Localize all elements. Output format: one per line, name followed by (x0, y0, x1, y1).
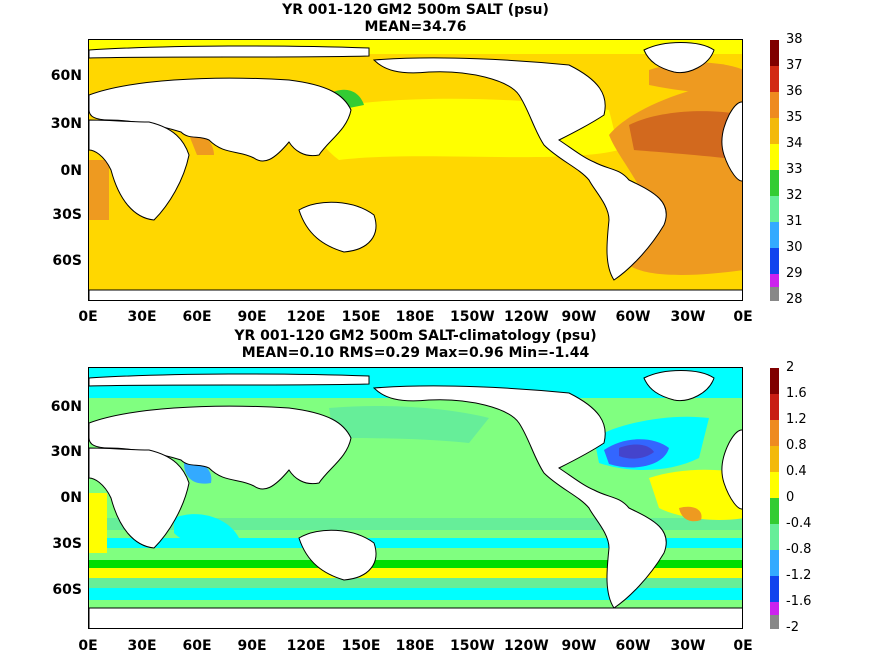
panel1-xtick: 120W (504, 309, 549, 325)
panel1-colorbar-swatch (770, 274, 779, 287)
panel2-colorbar-swatch (770, 368, 779, 394)
panel2-colorbar-label: -0.8 (786, 542, 812, 557)
panel2-colorbar-swatch (770, 576, 779, 602)
panel1-colorbar-swatch (770, 66, 779, 92)
panel2-xtick: 90E (237, 638, 267, 654)
panel2-map (88, 367, 743, 629)
panel2-colorbar-swatch (770, 472, 779, 498)
panel2-map-svg (89, 368, 742, 628)
panel1-map (88, 39, 743, 301)
panel2-ytick-60n: 60N (50, 399, 82, 415)
panel1-xtick: 0E (78, 309, 98, 325)
panel2-xtick: 0E (78, 638, 98, 654)
panel2-colorbar-label: 0.4 (786, 464, 807, 479)
panel1-colorbar-swatch (770, 222, 779, 248)
panel1-xtick: 60E (182, 309, 212, 325)
panel1-colorbar-swatch (770, 170, 779, 196)
panel2-colorbar-swatch (770, 524, 779, 550)
panel1-ytick-30n: 30N (50, 116, 82, 132)
panel2-colorbar-swatch (770, 498, 779, 524)
panel2-xtick: 180E (395, 638, 435, 654)
panel2-title: YR 001-120 GM2 500m SALT-climatology (ps… (88, 328, 743, 362)
panel1-colorbar-label: 28 (786, 292, 803, 307)
panel2-colorbar-label: -1.2 (786, 568, 812, 583)
panel2-xtick: 60W (615, 638, 651, 654)
panel2-xtick: 120W (504, 638, 549, 654)
panel1-colorbar-label: 35 (786, 110, 803, 125)
panel1-xtick: 180E (395, 309, 435, 325)
panel1-title-line2: MEAN=34.76 (364, 19, 467, 35)
panel1-colorbar-swatch (770, 118, 779, 144)
panel1-colorbar-swatch (770, 40, 779, 66)
panel2-colorbar-label: 0 (786, 490, 795, 505)
panel1-colorbar-swatch (770, 196, 779, 222)
panel2-xtick: 150W (450, 638, 495, 654)
panel2-colorbar-swatch (770, 550, 779, 576)
panel2-ytick-60s: 60S (52, 582, 82, 598)
panel1-xtick: 30W (670, 309, 706, 325)
panel2-colorbar-label: 0.8 (786, 438, 807, 453)
panel2-ytick-30s: 30S (52, 536, 82, 552)
panel2-xtick: 30E (127, 638, 157, 654)
panel1-colorbar-label: 37 (786, 58, 803, 73)
panel2-colorbar-label: 1.2 (786, 412, 807, 427)
panel1-colorbar-swatch (770, 248, 779, 274)
panel1-title-line1: YR 001-120 GM2 500m SALT (psu) (282, 2, 549, 18)
panel1-colorbar-label: 34 (786, 136, 803, 151)
panel2-xtick: 120E (286, 638, 326, 654)
panel2-ytick-0n: 0N (60, 490, 82, 506)
panel1-colorbar-swatch (770, 144, 779, 170)
panel2-colorbar-label: -0.4 (786, 516, 812, 531)
panel1-colorbar (770, 40, 779, 301)
panel1-colorbar-label: 36 (786, 84, 803, 99)
panel1-colorbar-label: 32 (786, 188, 803, 203)
panel1-map-svg (89, 40, 742, 300)
panel2-colorbar-swatch (770, 615, 779, 629)
panel1-xtick: 0E (733, 309, 753, 325)
panel2-colorbar-label: 2 (786, 360, 795, 375)
panel2-colorbar-label: 1.6 (786, 386, 807, 401)
panel2-xtick: 150E (341, 638, 381, 654)
panel1-xtick: 30E (127, 309, 157, 325)
panel1-colorbar-label: 38 (786, 32, 803, 47)
panel1-ytick-60s: 60S (52, 253, 82, 269)
panel2-title-line2: MEAN=0.10 RMS=0.29 Max=0.96 Min=-1.44 (241, 345, 590, 361)
panel2-colorbar-swatch (770, 446, 779, 472)
panel1-colorbar-label: 31 (786, 214, 803, 229)
panel1-title: YR 001-120 GM2 500m SALT (psu) MEAN=34.7… (88, 2, 743, 36)
panel2-colorbar-label: -2 (786, 620, 799, 635)
panel2-xtick: 90W (561, 638, 597, 654)
panel1-colorbar-label: 29 (786, 266, 803, 281)
panel1-xtick: 150W (450, 309, 495, 325)
panel2-colorbar (770, 368, 779, 629)
panel1-xtick: 60W (615, 309, 651, 325)
panel1-xtick: 90W (561, 309, 597, 325)
panel1-colorbar-label: 30 (786, 240, 803, 255)
panel1-colorbar-label: 33 (786, 162, 803, 177)
panel2-ytick-30n: 30N (50, 444, 82, 460)
panel2-colorbar-swatch (770, 394, 779, 420)
panel2-colorbar-swatch (770, 602, 779, 615)
panel1-xtick: 120E (286, 309, 326, 325)
panel1-xtick: 90E (237, 309, 267, 325)
panel2-xtick: 30W (670, 638, 706, 654)
panel1-colorbar-swatch (770, 92, 779, 118)
panel2-colorbar-label: -1.6 (786, 594, 812, 609)
panel1-ytick-0n: 0N (60, 163, 82, 179)
panel2-xtick: 60E (182, 638, 212, 654)
panel2-xtick: 0E (733, 638, 753, 654)
panel1-colorbar-swatch (770, 287, 779, 301)
panel2-title-line1: YR 001-120 GM2 500m SALT-climatology (ps… (234, 328, 597, 344)
panel1-ytick-30s: 30S (52, 207, 82, 223)
panel1-xtick: 150E (341, 309, 381, 325)
panel2-colorbar-swatch (770, 420, 779, 446)
panel1-ytick-60n: 60N (50, 68, 82, 84)
